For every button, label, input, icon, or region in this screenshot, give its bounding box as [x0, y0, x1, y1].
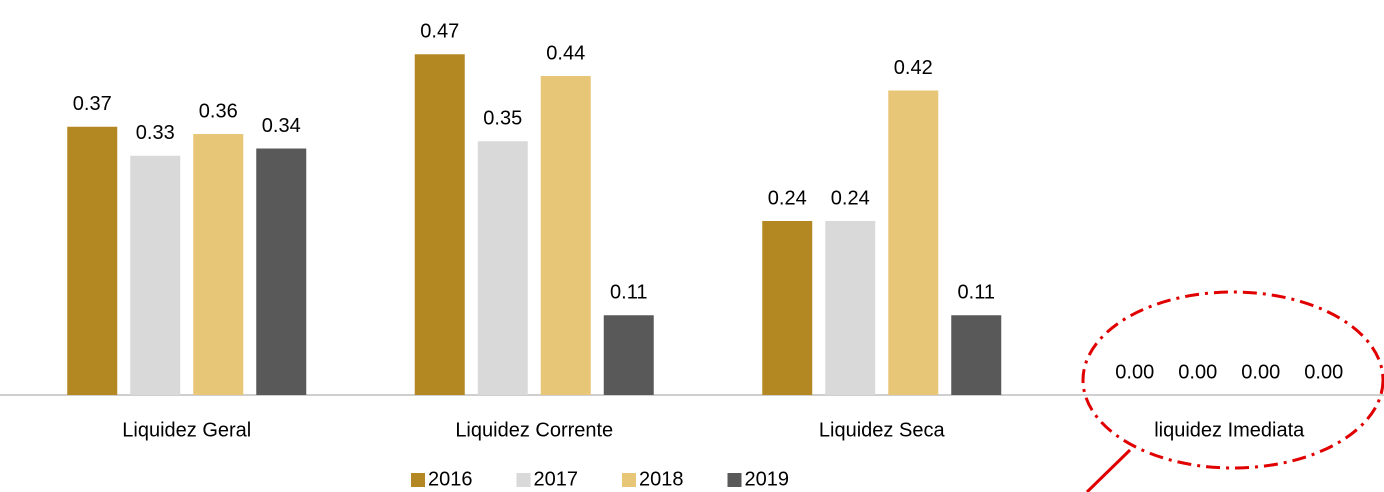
x-tick-label: Liquidez Geral	[122, 419, 251, 441]
highlight-ellipse	[1081, 290, 1384, 470]
legend-swatch	[727, 473, 742, 487]
bar	[414, 54, 465, 395]
bar	[540, 76, 591, 395]
value-label: 0.24	[768, 187, 807, 209]
value-label: 0.44	[546, 42, 585, 64]
legend-label: 2017	[534, 468, 579, 490]
legend-swatch	[411, 473, 425, 487]
value-label: 0.35	[483, 108, 522, 130]
legend-label: 2018	[639, 468, 684, 490]
legend-label: 2019	[745, 468, 790, 490]
x-tick-label: Liquidez Corrente	[455, 419, 613, 441]
value-label: 0.11	[610, 282, 647, 304]
x-tick-label: Liquidez Seca	[819, 419, 946, 441]
value-label: 0.42	[894, 57, 933, 79]
bar	[67, 126, 118, 395]
bar	[130, 155, 181, 395]
value-label: 0.37	[73, 93, 112, 115]
bar	[256, 148, 307, 395]
value-label: 0.47	[420, 21, 459, 43]
bar	[193, 134, 244, 395]
legend-label: 2016	[428, 468, 473, 490]
value-label: 0.11	[958, 282, 995, 304]
legend-swatch	[516, 473, 531, 487]
x-tick-label: liquidez Imediata	[1154, 419, 1305, 441]
bar	[762, 221, 813, 395]
value-label: 0.36	[199, 100, 238, 122]
value-label: 0.34	[262, 115, 301, 137]
annotation-arrow	[1085, 448, 1132, 492]
value-label: 0.00	[1304, 361, 1343, 383]
bar	[477, 141, 528, 395]
bar	[888, 90, 939, 395]
legend-swatch	[622, 473, 636, 487]
value-label: 0.00	[1115, 361, 1154, 383]
value-label: 0.24	[831, 187, 870, 209]
value-label: 0.33	[136, 122, 175, 144]
value-label: 0.00	[1178, 361, 1217, 383]
bar	[951, 315, 1002, 395]
bar	[825, 221, 876, 395]
bar	[603, 315, 654, 395]
value-label: 0.00	[1241, 361, 1280, 383]
